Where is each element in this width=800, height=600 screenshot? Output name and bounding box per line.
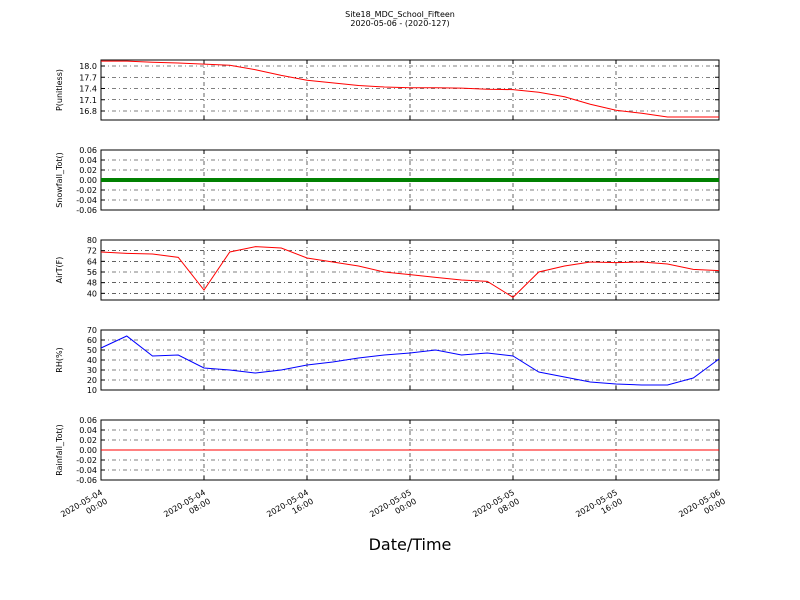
y-tick-label: 40 bbox=[87, 356, 97, 365]
data-line bbox=[101, 60, 719, 118]
y-tick-label: 0.00 bbox=[79, 176, 97, 185]
y-tick-label: 0.02 bbox=[79, 166, 97, 175]
y-tick-label: 0.06 bbox=[79, 146, 97, 155]
y-tick-label: 18.0 bbox=[79, 62, 97, 71]
y-tick-label: 0.04 bbox=[79, 426, 97, 435]
chart-subtitle: 2020-05-06 - (2020-127) bbox=[350, 19, 449, 28]
y-axis-label: RH(%) bbox=[55, 347, 64, 372]
y-tick-label: 17.7 bbox=[79, 73, 97, 82]
y-tick-label: 48 bbox=[87, 279, 97, 288]
y-tick-label: 70 bbox=[87, 326, 97, 335]
y-axis-label: Snowfall_Tot() bbox=[55, 152, 64, 208]
data-line bbox=[100, 335, 720, 386]
panel: 16.8 17.1 17.4 17.7 18.0 P(unitless) bbox=[55, 59, 720, 121]
y-tick-label: 64 bbox=[87, 257, 97, 266]
y-tick-label: -0.06 bbox=[76, 206, 97, 215]
y-tick-label: 56 bbox=[87, 268, 97, 277]
y-tick-label: 80 bbox=[87, 236, 97, 245]
plot-frame bbox=[100, 329, 720, 391]
y-tick-label: -0.02 bbox=[76, 186, 97, 195]
y-tick-label: 50 bbox=[87, 346, 97, 355]
x-axis-label: Date/Time bbox=[369, 535, 452, 554]
plot-frame bbox=[100, 239, 720, 301]
y-tick-label: -0.04 bbox=[76, 196, 97, 205]
y-axis-label: Rainfall_Tot() bbox=[55, 424, 64, 476]
y-tick-label: 17.1 bbox=[79, 96, 97, 105]
y-tick-label: 60 bbox=[87, 336, 97, 345]
y-tick-label: 72 bbox=[87, 247, 97, 256]
y-tick-label: -0.04 bbox=[76, 466, 97, 475]
y-tick-label: 30 bbox=[87, 366, 97, 375]
y-tick-label: 16.8 bbox=[79, 107, 97, 116]
y-tick-label: 0.00 bbox=[79, 446, 97, 455]
y-axis-label: AirT(F) bbox=[55, 257, 64, 284]
y-tick-label: 17.4 bbox=[79, 85, 97, 94]
y-tick-label: 20 bbox=[87, 376, 97, 385]
y-tick-label: 40 bbox=[87, 289, 97, 298]
y-tick-label: -0.02 bbox=[76, 456, 97, 465]
data-line bbox=[100, 246, 720, 298]
y-tick-label: 0.02 bbox=[79, 436, 97, 445]
y-tick-label: 10 bbox=[87, 386, 97, 395]
chart-title: Site18_MDC_School_Fifteen bbox=[345, 10, 455, 19]
y-tick-label: 0.06 bbox=[79, 416, 97, 425]
plot-frame bbox=[100, 59, 720, 121]
y-tick-label: 0.04 bbox=[79, 156, 97, 165]
y-tick-label: -0.06 bbox=[76, 476, 97, 485]
y-axis-label: P(unitless) bbox=[55, 69, 64, 111]
